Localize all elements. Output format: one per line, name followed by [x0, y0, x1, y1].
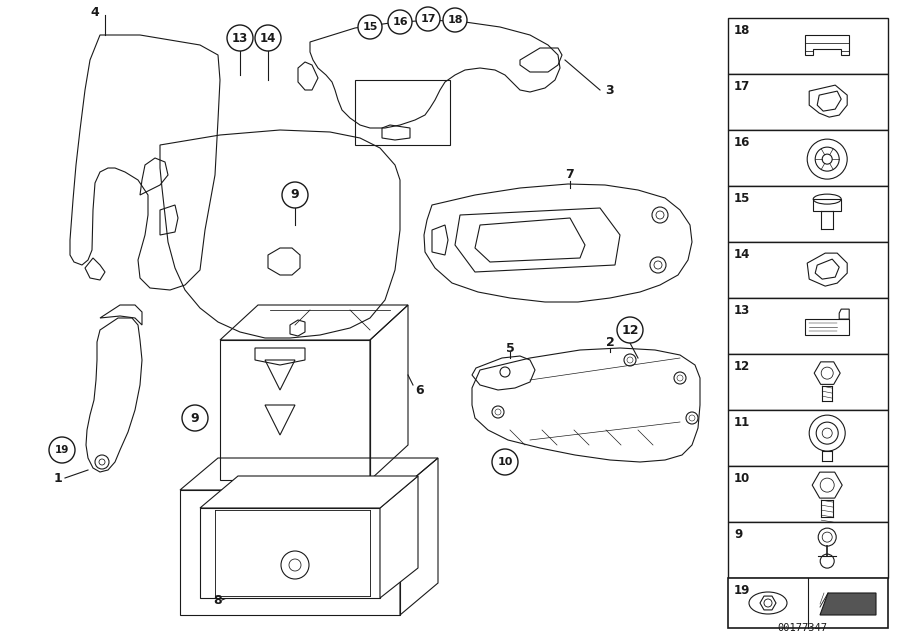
Text: 10: 10 — [498, 457, 513, 467]
Bar — [728, 18, 888, 74]
Polygon shape — [200, 476, 418, 508]
Circle shape — [492, 449, 518, 475]
Text: 9: 9 — [191, 411, 199, 424]
Text: 15: 15 — [734, 192, 751, 205]
Text: 12: 12 — [621, 324, 639, 336]
Text: 17: 17 — [734, 80, 751, 93]
Text: 9: 9 — [291, 188, 300, 202]
Text: 19: 19 — [55, 445, 69, 455]
Polygon shape — [820, 593, 876, 615]
Text: 00177347: 00177347 — [777, 623, 827, 633]
Polygon shape — [200, 508, 380, 598]
Circle shape — [182, 405, 208, 431]
Text: 14: 14 — [260, 32, 276, 45]
Text: 16: 16 — [734, 136, 751, 149]
Text: 14: 14 — [734, 248, 751, 261]
Text: 2: 2 — [606, 336, 615, 349]
Bar — [728, 466, 888, 522]
Text: 8: 8 — [213, 593, 221, 607]
Circle shape — [227, 25, 253, 51]
Circle shape — [416, 7, 440, 31]
Text: 13: 13 — [232, 32, 248, 45]
Bar — [728, 242, 888, 298]
Bar — [728, 298, 888, 354]
Bar — [728, 354, 888, 410]
Text: 3: 3 — [605, 83, 614, 97]
Text: 9: 9 — [734, 528, 742, 541]
Bar — [728, 130, 888, 186]
Circle shape — [255, 25, 281, 51]
Text: 16: 16 — [392, 17, 408, 27]
Circle shape — [282, 182, 308, 208]
Bar — [355, 80, 450, 145]
Text: 12: 12 — [734, 360, 751, 373]
Circle shape — [617, 317, 643, 343]
Circle shape — [443, 8, 467, 32]
Text: 17: 17 — [420, 14, 436, 24]
Text: 19: 19 — [734, 584, 751, 597]
Polygon shape — [380, 476, 418, 598]
Bar — [728, 578, 888, 628]
Bar — [728, 522, 888, 578]
Text: 1: 1 — [54, 471, 62, 485]
Text: 11: 11 — [734, 416, 751, 429]
Circle shape — [388, 10, 412, 34]
Text: 13: 13 — [734, 304, 751, 317]
Text: 15: 15 — [363, 22, 378, 32]
Text: 18: 18 — [734, 24, 751, 37]
Polygon shape — [255, 348, 305, 365]
Bar — [728, 186, 888, 242]
Text: 7: 7 — [565, 169, 574, 181]
Circle shape — [358, 15, 382, 39]
Bar — [728, 410, 888, 466]
Text: 5: 5 — [506, 342, 515, 354]
Text: 10: 10 — [734, 472, 751, 485]
Text: 4: 4 — [91, 6, 99, 18]
Text: 6: 6 — [415, 384, 424, 396]
Bar — [728, 74, 888, 130]
Circle shape — [49, 437, 75, 463]
Text: 18: 18 — [447, 15, 463, 25]
